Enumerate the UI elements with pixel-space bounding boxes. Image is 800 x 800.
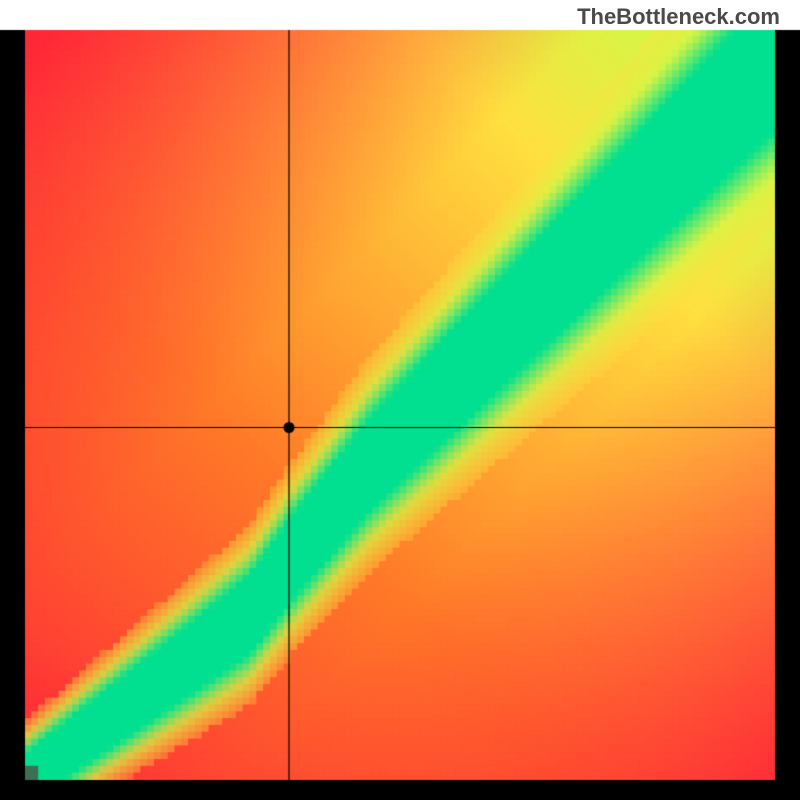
watermark-text: TheBottleneck.com: [577, 4, 780, 30]
heatmap-canvas: [0, 0, 800, 800]
chart-container: TheBottleneck.com: [0, 0, 800, 800]
